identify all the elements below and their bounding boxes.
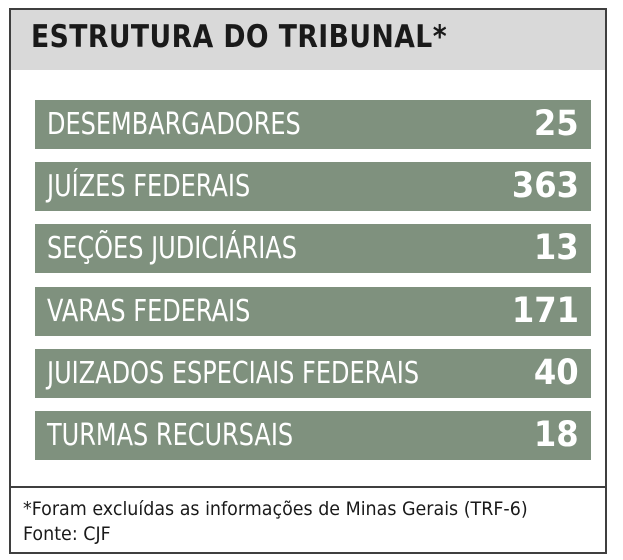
stat-row-juizes-federais: JUÍZES FEDERAIS 363 xyxy=(35,162,591,211)
footer-divider xyxy=(11,486,605,488)
infobox-header: ESTRUTURA DO TRIBUNAL* xyxy=(11,10,605,70)
stat-label: VARAS FEDERAIS xyxy=(47,294,251,329)
infobox-frame: ESTRUTURA DO TRIBUNAL* DESEMBARGADORES 2… xyxy=(9,8,607,554)
stat-label: JUÍZES FEDERAIS xyxy=(47,169,251,204)
stat-row-desembargadores: DESEMBARGADORES 25 xyxy=(35,100,591,149)
infobox-title: ESTRUTURA DO TRIBUNAL* xyxy=(31,19,448,55)
stat-label: TURMAS RECURSAIS xyxy=(47,418,294,453)
stat-value: 13 xyxy=(534,228,579,268)
stat-value: 18 xyxy=(534,415,579,455)
stat-row-juizados-especiais-federais: JUIZADOS ESPECIAIS FEDERAIS 40 xyxy=(35,349,591,398)
stat-row-turmas-recursais: TURMAS RECURSAIS 18 xyxy=(35,411,591,460)
stat-label: JUIZADOS ESPECIAIS FEDERAIS xyxy=(47,356,420,391)
stat-label: SEÇÕES JUDICIÁRIAS xyxy=(47,231,297,266)
stat-row-secoes-judiciarias: SEÇÕES JUDICIÁRIAS 13 xyxy=(35,224,591,273)
stat-value: 25 xyxy=(534,104,579,144)
footnote: *Foram excluídas as informações de Minas… xyxy=(23,498,528,520)
stat-row-varas-federais: VARAS FEDERAIS 171 xyxy=(35,287,591,336)
source-credit: Fonte: CJF xyxy=(23,523,111,545)
stat-value: 363 xyxy=(511,166,579,206)
stat-value: 171 xyxy=(511,291,579,331)
stat-label: DESEMBARGADORES xyxy=(47,107,301,142)
stat-value: 40 xyxy=(534,353,579,393)
